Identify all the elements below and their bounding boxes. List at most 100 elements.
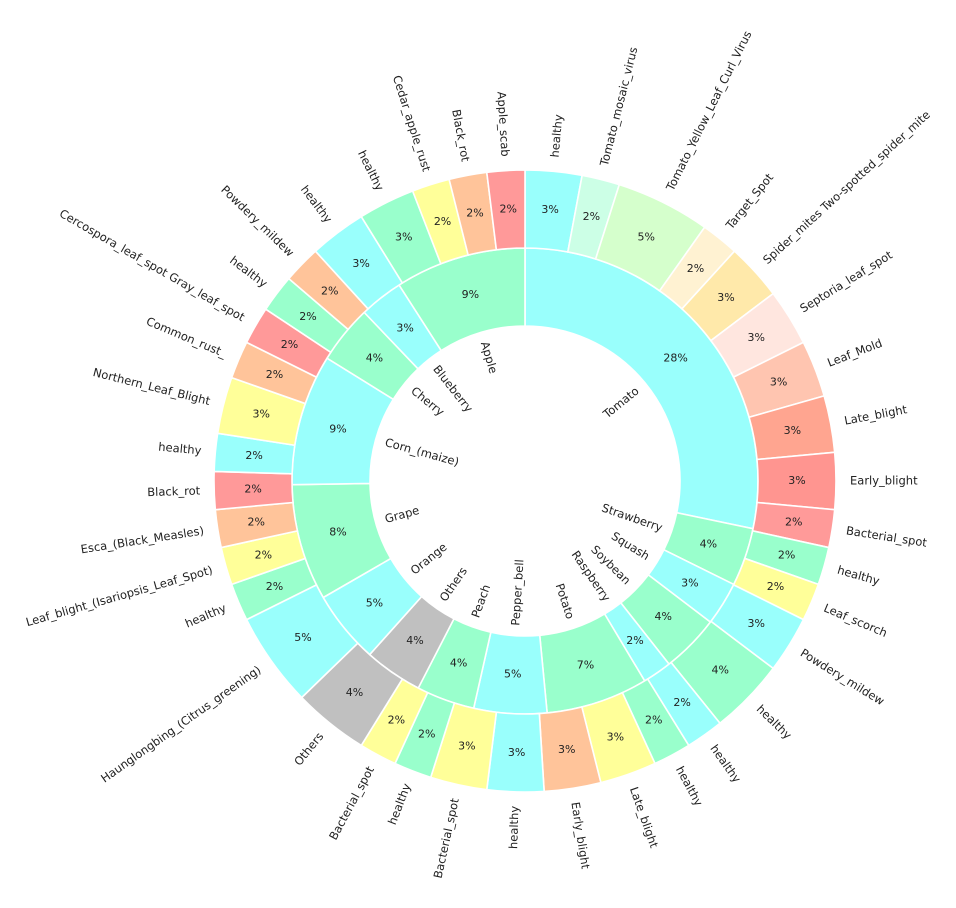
outer-class-label-healthy: healthy bbox=[385, 781, 414, 827]
inner-category-label-peach: Peach bbox=[468, 582, 493, 619]
outer-pct-label-powdery-mildew: 3% bbox=[748, 617, 765, 630]
outer-class-label-black-rot: Black_rot bbox=[449, 108, 473, 163]
inner-pct-label-cherry: 4% bbox=[366, 352, 383, 365]
inner-category-label-cherry: Cherry bbox=[408, 384, 447, 419]
inner-category-label-tomato: Tomato bbox=[600, 384, 642, 422]
outer-pct-label-others: 4% bbox=[346, 686, 363, 699]
inner-category-label-grape: Grape bbox=[383, 503, 421, 526]
outer-pct-label-healthy: 2% bbox=[645, 714, 662, 727]
inner-pct-label-others: 4% bbox=[406, 634, 423, 647]
outer-class-label-northern-leaf-blight: Northern_Leaf_Blight bbox=[92, 365, 213, 408]
outer-class-label-powdery-mildew: Powdery_mildew bbox=[798, 646, 887, 708]
inner-pct-label-orange: 5% bbox=[366, 596, 383, 609]
outer-class-label-black-rot: Black_rot bbox=[147, 483, 201, 499]
outer-class-label-spider-mites-two-spotted-spider-mite: Spider_mites Two-spotted_spider_mite bbox=[760, 108, 933, 267]
outer-class-label-septoria-leaf-spot: Septoria_leaf_spot bbox=[797, 248, 895, 316]
inner-pct-label-tomato: 28% bbox=[663, 352, 687, 365]
inner-pct-label-blueberry: 3% bbox=[396, 322, 413, 335]
outer-pct-label-northern-leaf-blight: 3% bbox=[252, 408, 269, 421]
inner-category-label-others: Others bbox=[437, 564, 470, 604]
inner-pct-label-peach: 4% bbox=[450, 656, 467, 669]
outer-class-label-healthy: healthy bbox=[707, 742, 744, 786]
inner-category-label-squash: Squash bbox=[609, 529, 652, 563]
inner-category-label-potato: Potato bbox=[553, 582, 578, 621]
outer-class-label-target-spot: Target_Spot bbox=[722, 170, 776, 233]
outer-pct-label-haunglongbing-citrus-greening: 5% bbox=[294, 631, 311, 644]
outer-pct-label-leaf-scorch: 2% bbox=[767, 580, 784, 593]
outer-pct-label-black-rot: 2% bbox=[244, 482, 261, 495]
outer-pct-label-healthy: 2% bbox=[778, 548, 795, 561]
outer-pct-label-black-rot: 2% bbox=[466, 207, 483, 220]
outer-pct-label-healthy: 2% bbox=[266, 580, 283, 593]
outer-class-label-bacterial-spot: Bacterial_spot bbox=[431, 796, 462, 879]
inner-pct-label-grape: 8% bbox=[329, 526, 346, 539]
outer-pct-label-tomato-yellow-leaf-curl-virus: 5% bbox=[638, 231, 655, 244]
outer-class-label-healthy: healthy bbox=[298, 183, 335, 226]
outer-pct-label-healthy: 2% bbox=[418, 728, 435, 741]
outer-class-label-late-blight: Late_blight bbox=[843, 402, 909, 428]
outer-pct-label-septoria-leaf-spot: 3% bbox=[748, 331, 765, 344]
inner-pct-label-squash: 3% bbox=[681, 576, 698, 589]
outer-pct-label-leaf-mold: 3% bbox=[770, 376, 787, 389]
outer-class-label-common-rust: Common_rust_ bbox=[144, 314, 229, 360]
outer-pct-label-early-blight: 3% bbox=[788, 474, 805, 487]
outer-pct-label-late-blight: 3% bbox=[784, 424, 801, 437]
outer-ring bbox=[213, 169, 837, 793]
outer-pct-label-healthy: 3% bbox=[395, 231, 412, 244]
outer-slice-apple-scab bbox=[485, 169, 526, 251]
outer-pct-label-leaf-blight-isariopsis-leaf-spot: 2% bbox=[255, 548, 272, 561]
inner-category-label-orange: Orange bbox=[408, 540, 450, 578]
inner-category-label-pepper-bell: Pepper_bell bbox=[508, 559, 526, 626]
outer-class-label-others: Others bbox=[291, 729, 326, 768]
outer-class-label-leaf-scorch: Leaf_scorch bbox=[822, 601, 890, 640]
outer-class-label-healthy: healthy bbox=[673, 764, 706, 809]
outer-class-label-powdery-mildew: Powdery_mildew bbox=[218, 183, 297, 260]
outer-class-label-cercospora-leaf-spot-gray-leaf-spot: Cercospora_leaf_spot Gray_leaf_spot bbox=[57, 206, 248, 324]
outer-pct-label-bacterial-spot: 3% bbox=[458, 740, 475, 753]
outer-pct-label-common-rust: 2% bbox=[266, 368, 283, 381]
outer-pct-label-bacterial-spot: 2% bbox=[785, 516, 802, 529]
outer-pct-label-healthy: 3% bbox=[508, 746, 525, 759]
inner-pct-label-soybean: 4% bbox=[655, 610, 672, 623]
outer-class-label-healthy: healthy bbox=[836, 563, 882, 588]
inner-category-label-corn-maize: Corn_(maize) bbox=[384, 435, 461, 469]
outer-class-label-healthy: healthy bbox=[227, 253, 270, 290]
outer-class-label-bacterial-spot: Bacterial_spot bbox=[326, 763, 377, 842]
inner-ring bbox=[291, 247, 759, 715]
outer-class-label-haunglongbing-citrus-greening: Haunglongbing_(Citrus_greening) bbox=[98, 663, 263, 786]
outer-pct-label-healthy: 3% bbox=[352, 257, 369, 270]
inner-category-label-strawberry: Strawberry bbox=[600, 501, 665, 535]
outer-pct-label-powdery-mildew: 2% bbox=[321, 285, 338, 298]
outer-pct-label-tomato-mosaic-virus: 2% bbox=[583, 210, 600, 223]
outer-class-label-healthy: healthy bbox=[754, 702, 795, 742]
inner-category-label-apple: Apple bbox=[478, 340, 501, 375]
outer-class-label-healthy: healthy bbox=[355, 148, 387, 193]
inner-pct-label-corn-maize: 9% bbox=[329, 422, 346, 435]
outer-class-label-healthy: healthy bbox=[548, 113, 566, 158]
outer-class-label-bacterial-spot: Bacterial_spot bbox=[845, 523, 928, 549]
outer-class-label-tomato-yellow-leaf-curl-virus: Tomato_Yellow_Leaf_Curl_Virus bbox=[663, 29, 755, 194]
outer-class-label-healthy: healthy bbox=[158, 440, 203, 458]
outer-pct-label-bacterial-spot: 2% bbox=[388, 714, 405, 727]
inner-pct-label-potato: 7% bbox=[577, 658, 594, 671]
outer-class-label-early-blight: Early_blight bbox=[568, 801, 592, 870]
outer-pct-label-spider-mites-two-spotted-spider-mite: 3% bbox=[717, 291, 734, 304]
outer-pct-label-early-blight: 3% bbox=[558, 743, 575, 756]
outer-class-label-early-blight: Early_blight bbox=[850, 474, 918, 488]
outer-class-label-esca-black-measles: Esca_(Black_Measles) bbox=[80, 523, 205, 556]
outer-class-label-cedar-apple-rust: Cedar_apple_rust bbox=[390, 74, 434, 174]
outer-pct-label-cedar-apple-rust: 2% bbox=[434, 215, 451, 228]
inner-pct-label-strawberry: 4% bbox=[700, 537, 717, 550]
outer-pct-label-healthy: 3% bbox=[541, 203, 558, 216]
outer-class-label-healthy: healthy bbox=[183, 601, 228, 631]
outer-class-label-healthy: healthy bbox=[506, 805, 521, 849]
outer-class-label-late-blight: Late_blight bbox=[627, 785, 661, 850]
outer-pct-label-cercospora-leaf-spot-gray-leaf-spot: 2% bbox=[281, 338, 298, 351]
outer-pct-label-apple-scab: 2% bbox=[500, 203, 517, 216]
outer-pct-label-healthy: 2% bbox=[245, 449, 262, 462]
outer-pct-label-esca-black-measles: 2% bbox=[247, 516, 264, 529]
outer-class-label-leaf-mold: Leaf_Mold bbox=[825, 336, 884, 370]
inner-pct-label-apple: 9% bbox=[462, 288, 479, 301]
outer-class-label-tomato-mosaic-virus: Tomato_mosaic_virus bbox=[597, 45, 641, 168]
